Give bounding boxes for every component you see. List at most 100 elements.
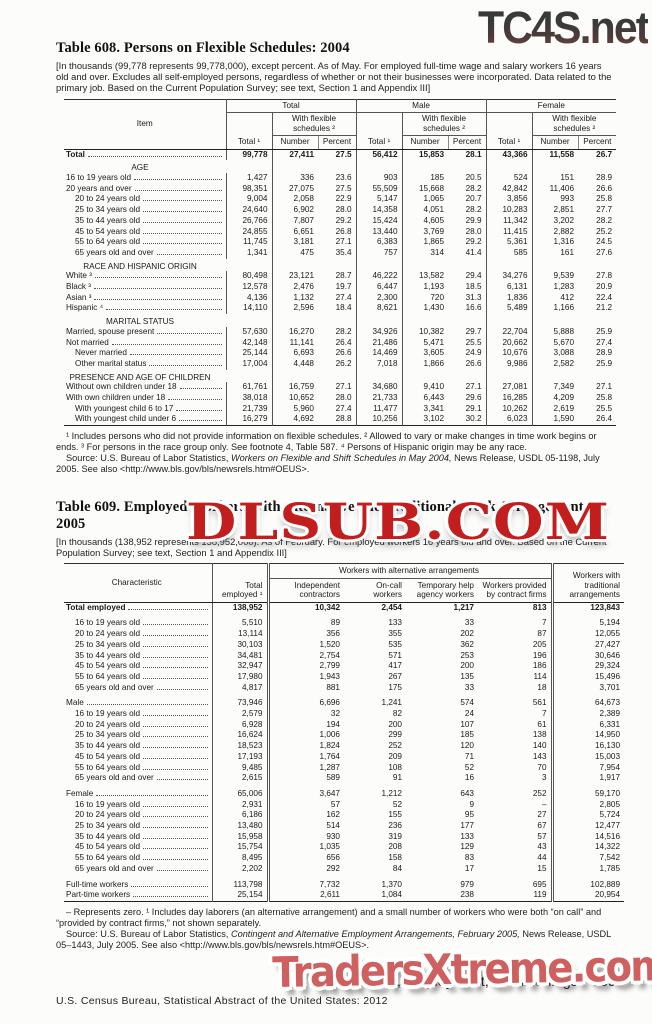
table-cell: 412 [560,292,575,302]
section-label: AGE [131,163,149,173]
table-cell: 7,807 [293,215,315,225]
table-cell: 61,761 [226,382,273,394]
table609-title: Table 609. Employed Workers With Alterna… [56,498,595,532]
table-cell: 26.8 [318,226,357,238]
row-label-cell: 20 to 24 years old [64,629,213,640]
table-cell: 25.8 [596,194,613,204]
table-row: With youngest child under 6 16,279 4,692 28… [64,414,616,426]
table-cell: 6,023 [486,414,533,426]
table-cell: 4,692 [293,414,315,424]
row-label: 25 to 34 years old [75,639,141,649]
table-cell: 70 [478,762,554,774]
table-cell: 23.6 [318,173,357,184]
table-cell: 27.1 [318,382,357,394]
table-cell: 571 [388,650,402,660]
leader-dots [111,343,222,345]
table-cell: 1,193 [423,282,445,292]
table-cell: 6,696 [319,698,341,708]
table-cell: 1,764 [319,751,341,761]
row-label: 55 to 64 years old [75,237,141,247]
table-cell: 28.0 [448,226,487,238]
table-cell: 162 [326,810,340,820]
table-cell: 253 [460,650,474,660]
table-cell: 29.1 [448,403,487,415]
table-cell: 24.5 [596,237,613,247]
table-row: Asian ³ 4,136 1,132 27.4 2,300 720 31.3 1,836 41… [64,292,616,304]
table-row: Total employed 138,952 10,342 2,454 1,217 813… [64,602,624,614]
row-label: 45 to 54 years old [75,661,141,671]
leader-dots [87,155,222,157]
row-label: 35 to 44 years old [75,215,141,225]
table-cell: 29.6 [448,393,487,404]
column-header-characteristic: Characteristic [64,563,213,603]
table-cell: 8,495 [212,853,270,864]
table-cell: 12,578 [226,282,273,293]
table-cell: 1,836 [486,292,533,304]
row-label: Never married [75,348,127,358]
row-label-cell: 35 to 44 years old [64,215,227,227]
table-cell: 25.5 [596,403,613,413]
table-cell [448,160,487,174]
section-row: MARITAL STATUS [64,314,616,327]
table-cell: 11,477 [356,403,403,415]
row-label-cell: 65 years old and over [64,682,213,694]
row-label-cell: With own children under 18 [64,393,227,404]
table-cell: 10,283 [486,205,533,216]
table-row: 35 to 44 years old 15,958 930 319 133 57 14,51… [64,831,624,843]
table-cell: 28.2 [448,205,487,216]
leader-dots [143,805,208,807]
table-cell: 13,480 [212,821,270,832]
table-cell: 2,582 [553,358,575,368]
table-cell: 561 [478,693,554,710]
table-row: Female 65,006 3,647 1,212 643 252 59,170 [64,783,624,800]
table-cell: 5,147 [356,194,403,206]
row-label: Asian ³ [66,292,92,302]
leader-dots [143,677,208,679]
table-cell: 26,766 [226,215,273,227]
table-cell: 6,383 [356,237,403,248]
table-cell: 27.5 [318,183,357,195]
table-cell: 3,341 [423,403,445,413]
table-cell: 5,724 [599,810,621,820]
table-cell: 9,986 [486,358,533,370]
row-label-cell: Without own children under 18 [64,382,227,394]
table-cell: 27.8 [596,271,613,281]
row-label: 16 to 19 years old [75,799,141,809]
table-cell: 16,279 [226,414,273,426]
table-cell: 362 [460,639,474,649]
table-cell: 17,193 [212,751,270,763]
table-row: Hispanic ⁴ 14,110 2,596 18.4 8,621 1,430 16.6 5… [64,303,616,315]
table-cell: 9,539 [553,271,575,281]
table-cell [356,258,403,272]
table-cell: 1,590 [553,414,575,424]
table-cell: 138 [478,730,554,742]
table-cell: 35.4 [318,247,357,259]
leader-dots [94,298,222,300]
table-cell: 6,443 [423,393,445,403]
table-cell: 33 [464,618,474,628]
table-cell: 1,287 [319,762,341,772]
table-cell [578,370,616,383]
table-cell: 2,202 [212,863,270,875]
table-cell: 16.6 [448,303,487,315]
table-cell: 25,154 [212,890,270,902]
table-row: 16 to 19 years old 2,931 57 52 9– 2,805 [64,799,624,811]
table-cell: 175 [388,682,402,692]
table-cell [318,160,357,174]
table-cell: 355 [388,629,402,639]
table-cell: 3,088 [553,348,575,358]
row-label: 25 to 34 years old [75,205,141,215]
leader-dots [143,199,222,202]
table-row: 20 to 24 years old 6,186 162 155 95 27 5,724 [64,810,624,822]
source-prefix: Source: U.S. Bureau of Labor Statistics, [66,928,231,939]
table-cell: 336 [300,173,314,183]
table-cell: 16,270 [288,326,314,336]
table-cell: 1,316 [553,237,575,247]
table-cell: 87 [478,629,554,640]
table-cell: 695 [478,874,554,891]
table-cell: 143 [478,751,554,763]
table-cell: 13,114 [212,629,270,640]
table-cell: 22.4 [596,292,613,302]
row-label-cell: 16 to 19 years old [64,799,213,811]
table-cell: 238 [460,890,474,900]
